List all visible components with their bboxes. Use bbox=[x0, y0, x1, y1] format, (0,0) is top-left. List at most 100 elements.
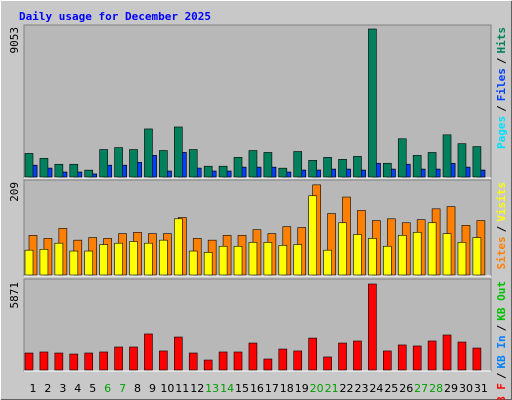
x-tick-label: 1 bbox=[30, 382, 37, 395]
x-tick-label: 5 bbox=[89, 382, 96, 395]
legend-entry: KB In bbox=[495, 335, 508, 368]
bar bbox=[427, 222, 437, 276]
bar bbox=[24, 249, 34, 276]
bar bbox=[427, 340, 437, 371]
bar bbox=[84, 352, 94, 371]
bar bbox=[203, 252, 213, 276]
legend-entry: Visits bbox=[495, 182, 508, 222]
bar bbox=[69, 163, 79, 178]
x-tick-label: 18 bbox=[280, 382, 294, 395]
legend-entry: Pages bbox=[495, 116, 508, 149]
bar bbox=[442, 334, 452, 371]
bar bbox=[84, 169, 94, 178]
bar bbox=[39, 158, 49, 178]
bar bbox=[427, 152, 437, 178]
bar bbox=[248, 242, 258, 276]
x-tick-label: 9 bbox=[149, 382, 156, 395]
x-tick-label: 13 bbox=[205, 382, 219, 395]
legend-entry: KB Out bbox=[495, 281, 508, 321]
x-tick-label: 25 bbox=[384, 382, 398, 395]
bar bbox=[99, 244, 108, 276]
bar bbox=[338, 342, 347, 371]
bar bbox=[188, 352, 198, 371]
y-tick-label: 9053 bbox=[8, 27, 21, 54]
bar bbox=[24, 153, 34, 178]
bar bbox=[472, 237, 482, 276]
bar bbox=[84, 250, 94, 276]
bar bbox=[412, 155, 422, 178]
bar bbox=[293, 350, 303, 371]
bar bbox=[323, 157, 332, 178]
legend-separator: / bbox=[495, 225, 508, 232]
bar bbox=[233, 157, 243, 178]
bar bbox=[368, 238, 377, 276]
bar bbox=[442, 134, 452, 178]
bar bbox=[188, 250, 198, 276]
bar bbox=[69, 353, 79, 371]
bar bbox=[233, 351, 243, 371]
bar bbox=[383, 245, 392, 276]
bar bbox=[218, 245, 228, 276]
bar bbox=[397, 344, 407, 371]
legend: Sites / Visits bbox=[495, 182, 508, 270]
legend-separator: / bbox=[495, 372, 508, 379]
bar bbox=[338, 159, 347, 178]
y-tick-label: 5871 bbox=[8, 282, 21, 309]
x-tick-label: 28 bbox=[429, 382, 443, 395]
legend: KB F / KB In / KB Out bbox=[495, 281, 508, 400]
bar bbox=[397, 235, 407, 276]
bar bbox=[129, 346, 138, 371]
bar bbox=[457, 143, 467, 178]
x-tick-label: 31 bbox=[474, 382, 488, 395]
bar bbox=[383, 162, 392, 178]
bar bbox=[457, 242, 467, 276]
x-tick-label: 30 bbox=[459, 382, 473, 395]
bar bbox=[174, 336, 183, 371]
bar bbox=[338, 222, 347, 276]
chart-title: Daily usage for December 2025 bbox=[19, 10, 211, 23]
bar bbox=[114, 147, 123, 178]
legend-separator: / bbox=[495, 57, 508, 64]
bar bbox=[159, 350, 168, 371]
bar bbox=[308, 337, 317, 371]
x-tick-label: 27 bbox=[414, 382, 428, 395]
x-tick-label: 16 bbox=[250, 382, 264, 395]
x-tick-label: 17 bbox=[265, 382, 279, 395]
bar bbox=[293, 151, 303, 178]
bar bbox=[218, 351, 228, 371]
bar bbox=[442, 233, 452, 276]
bar bbox=[457, 341, 467, 371]
x-tick-label: 3 bbox=[59, 382, 66, 395]
bar bbox=[144, 333, 153, 371]
legend-entry: KB F bbox=[495, 383, 508, 400]
legend: Pages / Files / Hits bbox=[495, 27, 508, 149]
x-tick-label: 11 bbox=[175, 382, 189, 395]
y-tick-label: 209 bbox=[8, 182, 21, 202]
bar bbox=[24, 352, 34, 371]
bar bbox=[54, 163, 64, 178]
bar bbox=[323, 356, 332, 371]
bar bbox=[54, 352, 64, 371]
bar bbox=[129, 149, 138, 178]
bar bbox=[39, 249, 49, 276]
bar bbox=[472, 146, 482, 178]
bar bbox=[353, 340, 362, 371]
legend-entry: Files bbox=[495, 68, 508, 101]
legend-entry: Sites bbox=[495, 236, 508, 269]
bar bbox=[144, 128, 153, 178]
x-tick-label: 29 bbox=[444, 382, 458, 395]
x-tick-label: 12 bbox=[190, 382, 204, 395]
bar bbox=[263, 242, 273, 276]
bar bbox=[144, 242, 153, 276]
x-tick-label: 19 bbox=[295, 382, 309, 395]
bar bbox=[323, 249, 332, 276]
bar bbox=[308, 160, 317, 178]
x-tick-label: 23 bbox=[354, 382, 368, 395]
bar bbox=[412, 232, 422, 276]
bar bbox=[308, 195, 317, 276]
legend-separator: / bbox=[495, 324, 508, 331]
x-tick-label: 6 bbox=[104, 382, 111, 395]
x-tick-label: 7 bbox=[119, 382, 126, 395]
panel bbox=[23, 24, 492, 179]
